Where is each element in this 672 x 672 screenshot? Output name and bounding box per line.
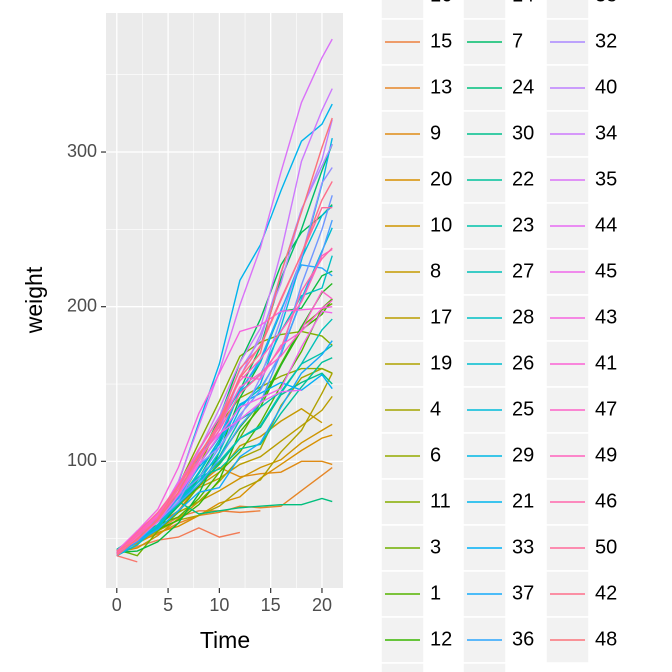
legend-label: 34 (595, 122, 617, 144)
series-line (116, 310, 333, 554)
legend-key (380, 662, 425, 672)
x-tick-label: 15 (261, 595, 281, 615)
legend-label: 17 (430, 306, 452, 328)
series-line (116, 340, 333, 554)
legend-label: 13 (430, 76, 452, 98)
legend-label: 44 (595, 214, 617, 236)
legend-label: 32 (595, 30, 617, 52)
legend-key (545, 0, 590, 20)
legend-key (462, 0, 507, 20)
legend-label: 47 (595, 398, 617, 420)
x-tick-label: 20 (312, 595, 332, 615)
series-line (116, 117, 333, 557)
y-tick-label: 200 (67, 295, 97, 315)
legend-label: 19 (430, 352, 452, 374)
legend-label: 41 (595, 352, 617, 374)
y-tick-label: 100 (67, 450, 97, 470)
y-tick-label: 300 (67, 141, 97, 161)
legend-label: 37 (512, 582, 534, 604)
legend-key (462, 662, 507, 672)
legend-label: 26 (512, 352, 534, 374)
legend-label: 7 (512, 30, 523, 52)
legend-label: 40 (595, 76, 617, 98)
legend-label: 14 (512, 0, 534, 6)
series-line (116, 181, 333, 552)
legend-label: 23 (512, 214, 534, 236)
legend-label: 43 (595, 306, 617, 328)
legend-key (380, 0, 425, 20)
legend-label: 16 (430, 0, 452, 6)
legend-label: 1 (430, 582, 441, 604)
legend-label: 49 (595, 444, 617, 466)
series-line (116, 305, 333, 552)
legend-label: 11 (430, 490, 451, 512)
series-line (116, 555, 138, 563)
panel (106, 13, 343, 588)
legend-label: 15 (430, 30, 452, 52)
legend-label: 3 (430, 536, 441, 558)
legend-label: 9 (430, 122, 441, 144)
legend-label: 46 (595, 490, 617, 512)
y-axis-title: weight (21, 266, 47, 334)
legend-label: 10 (430, 214, 452, 236)
x-tick-label: 10 (209, 595, 229, 615)
legend-label: 20 (430, 168, 452, 190)
legend-label: 4 (430, 398, 441, 420)
legend-label: 30 (512, 122, 534, 144)
x-axis-title: Time (200, 627, 250, 653)
legend-label: 28 (512, 306, 534, 328)
legend-label: 35 (595, 168, 617, 190)
legend-label: 36 (512, 628, 534, 650)
legend-label: 29 (512, 444, 534, 466)
series-line (116, 423, 333, 554)
legend-label: 22 (512, 168, 534, 190)
legend-label: 38 (595, 0, 617, 6)
legend-label: 45 (595, 260, 617, 282)
legend-label: 42 (595, 582, 617, 604)
series-line (116, 290, 333, 554)
legend-label: 24 (512, 76, 534, 98)
legend-label: 8 (430, 260, 441, 282)
series-line (116, 527, 241, 554)
legend-label: 21 (512, 490, 534, 512)
legend-label: 6 (430, 444, 441, 466)
legend-label: 50 (595, 536, 617, 558)
series-line (116, 372, 333, 551)
legend-label: 12 (430, 628, 452, 650)
legend-label: 27 (512, 260, 534, 282)
legend-label: 48 (595, 628, 617, 650)
legend-label: 33 (512, 536, 534, 558)
x-tick-label: 0 (112, 595, 122, 615)
legend-label: 25 (512, 398, 534, 420)
x-tick-label: 5 (163, 595, 173, 615)
